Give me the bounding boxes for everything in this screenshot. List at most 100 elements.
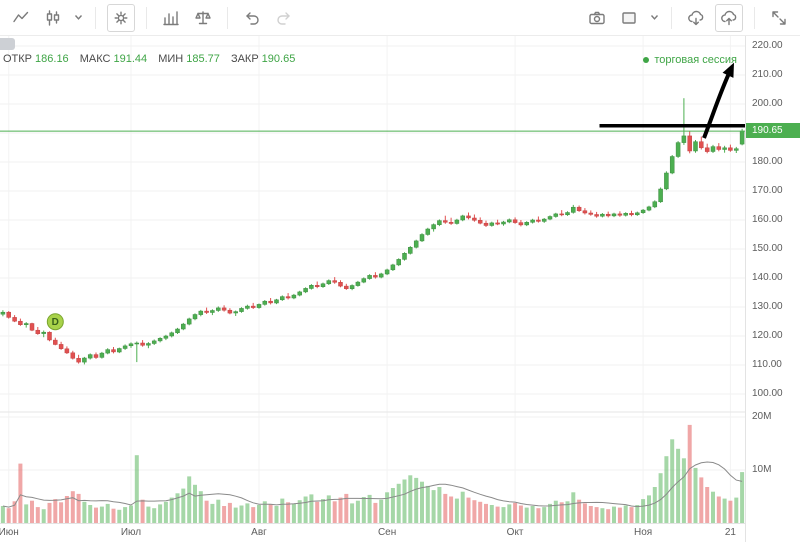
volume-bar: [41, 509, 46, 523]
chevron-down-icon: [74, 15, 82, 20]
candle: [87, 353, 93, 360]
candle: [245, 304, 250, 310]
candle: [314, 281, 320, 289]
volume-bar: [629, 507, 634, 523]
time-axis-label: Ноя: [633, 527, 653, 538]
candle: [256, 303, 262, 309]
candle: [367, 274, 372, 280]
dividend-marker[interactable]: D: [46, 313, 64, 331]
volume-bar: [600, 508, 605, 523]
volume-bar: [140, 499, 145, 523]
low-value: 185.77: [186, 53, 220, 65]
volume-bar: [408, 475, 413, 523]
volume-bar: [53, 499, 58, 523]
candle: [297, 290, 302, 297]
candle: [157, 337, 163, 343]
candle: [58, 341, 64, 350]
candle: [262, 300, 268, 306]
candle: [47, 331, 52, 342]
candle: [250, 302, 256, 309]
volume-bar: [635, 505, 640, 523]
candle: [687, 131, 692, 154]
volume-bar: [396, 483, 401, 523]
volume-bar: [402, 479, 407, 523]
candle: [722, 145, 727, 153]
redo-button[interactable]: [271, 5, 297, 31]
indicators-button[interactable]: [158, 5, 184, 31]
snapshot-button[interactable]: [584, 5, 610, 31]
time-axis[interactable]: Июн Июл Авг Сен Окт Ноя 21: [0, 523, 745, 542]
candle: [204, 307, 209, 314]
volume-bar: [280, 498, 285, 523]
price-axis-label: 160.00: [752, 214, 783, 225]
layout-button[interactable]: [616, 5, 642, 31]
volume-bar: [152, 508, 157, 523]
volume-bar: [222, 506, 227, 523]
volume-bar: [734, 497, 739, 523]
time-axis-label: Окт: [506, 527, 524, 538]
volume-bar: [76, 493, 81, 523]
save-layout-button[interactable]: [715, 3, 743, 32]
volume-bar: [163, 501, 168, 523]
time-axis-label: 21: [724, 527, 736, 538]
volume-bar: [414, 477, 419, 523]
candle: [23, 322, 29, 328]
volume-bar: [18, 463, 23, 523]
style-dropdown-caret[interactable]: [72, 5, 84, 31]
layout-dropdown-caret[interactable]: [648, 5, 660, 31]
top-toolbar: [0, 0, 800, 36]
candle: [338, 280, 343, 288]
volume-bar: [64, 496, 69, 523]
price-chart[interactable]: D: [0, 36, 745, 524]
volume-bar: [326, 495, 331, 523]
volume-bar: [390, 488, 395, 523]
volume-bar: [507, 504, 512, 523]
volume-bar: [291, 503, 296, 523]
candle: [280, 295, 285, 301]
chart-area[interactable]: D ОТКР 186.16 МАКС 191.44 МИН 185.77 ЗАКР 19…: [0, 36, 745, 542]
candle: [460, 214, 465, 222]
candle: [466, 212, 471, 220]
candle: [274, 298, 279, 305]
volume-bar: [257, 505, 261, 523]
toolbar-separator: [227, 6, 228, 29]
candle: [291, 293, 297, 300]
volume-bar: [437, 487, 442, 523]
candle: [413, 239, 419, 249]
candle: [699, 136, 704, 150]
line-chart-button[interactable]: [8, 5, 34, 31]
settings-button[interactable]: [107, 3, 135, 32]
volume-bar: [676, 448, 681, 523]
price-axis[interactable]: 190.65 220.00 210.00 200.00 180.00 170.00 160…: [745, 36, 800, 542]
candle: [198, 309, 204, 317]
candle: [134, 341, 140, 363]
toolbar-separator: [754, 6, 755, 29]
volume-bar: [705, 487, 710, 523]
candle: [146, 342, 151, 349]
load-layout-button[interactable]: [683, 5, 709, 31]
candle: [640, 209, 646, 214]
drawn-up-arrow[interactable]: [702, 62, 735, 139]
compare-button[interactable]: [190, 5, 216, 31]
candle: [221, 305, 227, 312]
candle: [681, 98, 687, 145]
candle: [233, 310, 238, 316]
fullscreen-button[interactable]: [766, 5, 792, 31]
candle: [472, 214, 477, 222]
fullscreen-icon: [772, 10, 786, 25]
candle: [163, 334, 169, 341]
close-label: ЗАКР: [230, 53, 259, 65]
candle: [169, 331, 174, 338]
candle: [390, 263, 396, 271]
volume-bar: [612, 506, 616, 523]
volume-bar: [548, 503, 552, 523]
toolbar-separator: [146, 6, 147, 29]
candlestick-style-button[interactable]: [40, 5, 66, 31]
candle: [664, 171, 669, 191]
volume-bar: [728, 500, 733, 523]
candle: [629, 210, 634, 217]
candle: [70, 350, 76, 360]
undo-button[interactable]: [239, 5, 265, 31]
candle: [64, 346, 70, 354]
